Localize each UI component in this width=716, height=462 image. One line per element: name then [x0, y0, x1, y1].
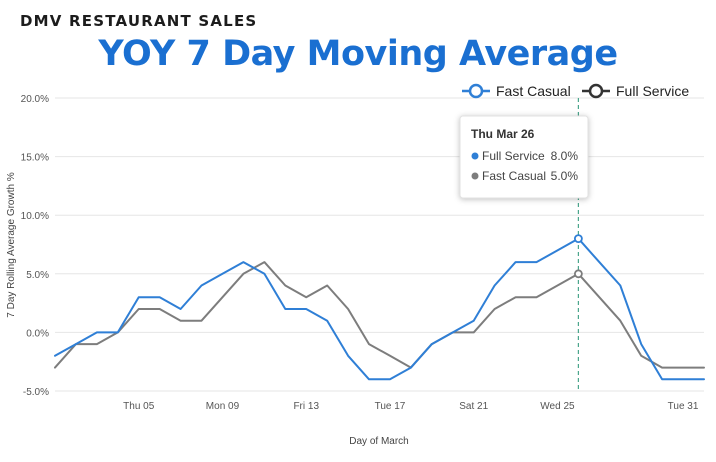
y-axis-label: 7 Day Rolling Average Growth %	[6, 172, 17, 318]
legend-label-fast-casual: Fast Casual	[496, 83, 571, 99]
tooltip: Thu Mar 26 Full Service 8.0% Fast Casual…	[459, 115, 589, 199]
tooltip-row-1-value: 8.0%	[551, 149, 579, 163]
x-tick-label: Wed 25	[540, 401, 575, 412]
tooltip-row-2-name: Fast Casual	[482, 169, 546, 183]
tooltip-box	[459, 115, 589, 199]
x-tick-label: Thu 05	[123, 401, 155, 412]
tooltip-row-2-value: 5.0%	[551, 169, 579, 183]
series-line-fast-casual[interactable]	[54, 237, 705, 381]
x-tick-label: Mon 09	[206, 401, 240, 412]
y-tick-label: 10.0%	[21, 211, 49, 222]
x-tick-label: Tue 31	[668, 401, 699, 412]
chart-title: YOY 7 Day Moving Average	[98, 34, 618, 74]
hover-marker-full-service	[573, 269, 583, 279]
tooltip-dot-row-2	[471, 172, 479, 180]
y-tick-label: 0.0%	[26, 328, 49, 339]
grid	[55, 97, 704, 392]
x-tick-label: Tue 17	[375, 401, 406, 412]
hover-markers	[573, 234, 583, 279]
series	[54, 237, 705, 381]
tooltip-row-1-name: Full Service	[482, 149, 545, 163]
y-tick-label: 5.0%	[26, 270, 49, 281]
legend-marker-full-service	[588, 83, 604, 99]
legend-item-full-service[interactable]: Full Service	[582, 83, 689, 99]
legend: Fast Casual Full Service	[462, 83, 689, 99]
legend-label-full-service: Full Service	[616, 83, 689, 99]
y-axis-ticks: -5.0% 0.0% 5.0% 10.0% 15.0% 20.0%	[21, 94, 49, 398]
y-tick-label: -5.0%	[23, 387, 49, 398]
tooltip-dot-row-1	[471, 152, 479, 160]
x-tick-label: Sat 21	[459, 401, 488, 412]
x-tick-label: Fri 13	[293, 401, 319, 412]
hover-marker-fast-casual	[573, 234, 583, 244]
tooltip-title: Thu Mar 26	[471, 127, 535, 141]
kicker-title: DMV RESTAURANT SALES	[20, 12, 258, 30]
x-axis-ticks: Thu 05 Mon 09 Fri 13 Tue 17 Sat 21 Wed 25 Tue …	[123, 401, 699, 412]
series-line-full-service[interactable]	[54, 261, 705, 369]
y-tick-label: 20.0%	[21, 94, 49, 105]
x-axis-label: Day of March	[349, 436, 408, 447]
legend-marker-fast-casual	[468, 83, 484, 99]
legend-item-fast-casual[interactable]: Fast Casual	[462, 83, 571, 99]
y-tick-label: 15.0%	[21, 153, 49, 164]
